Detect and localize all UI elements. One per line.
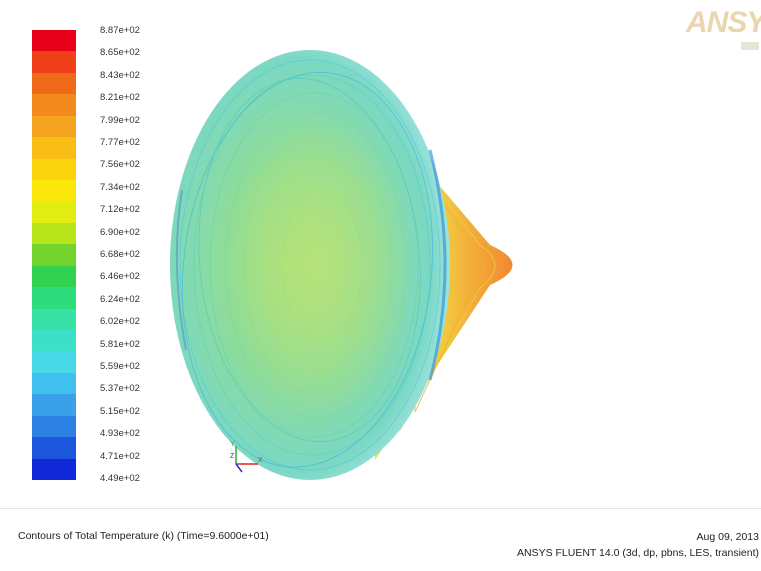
legend-tick-label: 7.77e+02 [100,138,140,148]
legend-swatch [32,330,76,352]
legend-tick-label: 6.90e+02 [100,228,140,238]
legend-swatch [32,437,76,459]
legend-tick-label: 4.71e+02 [100,452,140,462]
legend-swatch [32,180,76,202]
z-axis-label: Z [230,453,235,460]
legend-swatch [32,116,76,138]
logo-subtext [741,42,759,50]
legend-tick-label: 5.81e+02 [100,340,140,350]
legend-swatch [32,244,76,266]
legend-swatch [32,351,76,373]
y-axis-label: Y [230,441,235,448]
date-stamp: Aug 09, 2013 [697,531,759,543]
legend-tick-label: 7.56e+02 [100,160,140,170]
axis-triad: Y X Z [228,440,268,480]
legend-tick-label: 5.15e+02 [100,407,140,417]
ansys-logo: ANSYS [686,6,761,40]
legend-swatch [32,394,76,416]
legend-tick-label: 7.99e+02 [100,116,140,126]
legend-swatch [32,73,76,95]
legend-swatch [32,137,76,159]
legend-tick-label: 8.87e+02 [100,26,140,36]
legend-tick-label: 6.46e+02 [100,272,140,282]
legend-tick-label: 5.59e+02 [100,362,140,372]
legend-tick-label: 7.34e+02 [100,183,140,193]
caption-separator [0,508,761,509]
legend-tick-label: 5.37e+02 [100,384,140,394]
legend-swatch [32,287,76,309]
x-axis-label: X [258,457,263,464]
graphics-viewport[interactable]: 8.87e+02 8.65e+02 8.43e+02 8.21e+02 7.99e+02… [0,0,761,508]
legend-swatch [32,223,76,245]
legend-tick-label: 4.49e+02 [100,474,140,484]
legend-tick-label: 6.02e+02 [100,317,140,327]
legend-tick-label: 8.65e+02 [100,48,140,58]
legend-swatch [32,201,76,223]
z-axis-line [236,464,242,472]
legend-swatch [32,94,76,116]
temperature-contour-plot [160,40,540,500]
legend-tick-label: 8.21e+02 [100,93,140,103]
legend-swatch [32,30,76,52]
solver-version: ANSYS FLUENT 14.0 (3d, dp, pbns, LES, tr… [517,547,759,559]
legend-swatch [32,459,76,481]
legend-swatch [32,159,76,181]
legend-tick-label: 7.12e+02 [100,205,140,215]
legend-swatch [32,266,76,288]
legend-tick-label: 6.68e+02 [100,250,140,260]
legend-swatch [32,51,76,73]
legend-swatch [32,416,76,438]
legend-tick-label: 8.43e+02 [100,71,140,81]
legend-tick-label: 6.24e+02 [100,295,140,305]
legend-tick-label: 4.93e+02 [100,429,140,439]
legend-swatch [32,309,76,331]
legend-swatch [32,373,76,395]
color-legend [32,30,76,480]
contour-caption: Contours of Total Temperature (k) (Time=… [18,530,269,542]
